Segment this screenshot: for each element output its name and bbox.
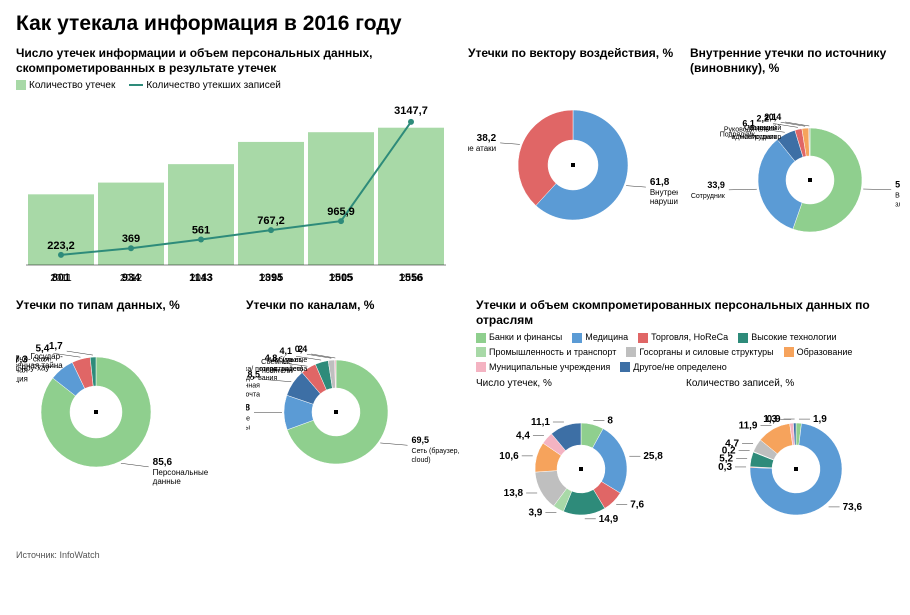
donut-types-chart: 85,6Персональныеданные7,3Платежнаяинформ… xyxy=(16,317,236,517)
svg-text:55,4: 55,4 xyxy=(895,180,900,190)
legend-line: Количество утекших записей xyxy=(129,80,281,91)
svg-text:4,7: 4,7 xyxy=(725,439,739,450)
donut-vector-section: Утечки по вектору воздействия, % 61,8Вну… xyxy=(468,46,678,292)
donut-internal-title: Внутренние утечки по источнику (виновник… xyxy=(690,46,900,76)
svg-text:223,2: 223,2 xyxy=(47,240,75,252)
svg-text:38,2: 38,2 xyxy=(477,133,497,144)
svg-text:Внутренний: Внутренний xyxy=(650,188,678,197)
svg-text:2012: 2012 xyxy=(120,273,143,284)
svg-text:Электронная: Электронная xyxy=(246,383,260,390)
svg-text:2016: 2016 xyxy=(400,273,423,284)
legend-item: Высокие технологии xyxy=(738,332,836,343)
svg-text:2011: 2011 xyxy=(50,273,72,284)
svg-text:0,4: 0,4 xyxy=(295,344,308,354)
svg-text:cloud): cloud) xyxy=(412,457,431,464)
donut-channels-section: Утечки по каналам, % 69,5 Сеть (браузер, c… xyxy=(246,298,466,546)
legend-item: Медицина xyxy=(572,332,628,343)
svg-text:нарушитель: нарушитель xyxy=(650,197,678,206)
svg-text:8: 8 xyxy=(607,416,613,427)
svg-text:Системный: Системный xyxy=(744,124,781,132)
svg-text:документы: документы xyxy=(246,425,250,432)
svg-text:Сеть (браузер,: Сеть (браузер, xyxy=(412,447,460,455)
donut-count-title: Число утечек, % xyxy=(476,378,676,389)
svg-text:965,9: 965,9 xyxy=(327,206,355,218)
svg-text:4,1: 4,1 xyxy=(279,346,292,356)
svg-text:данные: данные xyxy=(153,477,182,486)
industry-section: Утечки и объем скомпрометированных персо… xyxy=(476,298,894,546)
svg-text:3147,7: 3147,7 xyxy=(394,105,428,117)
source-line: Источник: InfoWatch xyxy=(16,550,894,560)
svg-text:1,9: 1,9 xyxy=(813,414,827,425)
donut-records-chart: 1,973,60,35,20,24,711,91,30,9 xyxy=(686,391,886,541)
bar-chart-title: Число утечек информации и объем персонал… xyxy=(16,46,456,76)
svg-text:1,7: 1,7 xyxy=(49,341,63,352)
svg-text:Внешние атаки: Внешние атаки xyxy=(468,144,496,153)
svg-text:администратор: администратор xyxy=(732,134,782,141)
svg-text:3,9: 3,9 xyxy=(528,508,542,519)
svg-text:устройства: устройства xyxy=(271,365,307,373)
donut-count-chart: 8 25,8 7,6 14,9 3,9 13,8 10,6 4,411,1 xyxy=(476,391,676,541)
legend-item: Другое/не определено xyxy=(620,362,726,373)
legend-item: Промышленность и транспорт xyxy=(476,347,616,358)
svg-text:Персональные: Персональные xyxy=(153,468,209,477)
donut-vector-title: Утечки по вектору воздействия, % xyxy=(468,46,678,61)
svg-text:61,8: 61,8 xyxy=(650,177,670,188)
page-title: Как утекала информация в 2016 году xyxy=(16,12,894,36)
industry-title: Утечки и объем скомпрометированных персо… xyxy=(476,298,894,328)
legend-item: Торговля, HoReCa xyxy=(638,332,728,343)
svg-text:561: 561 xyxy=(192,225,210,237)
svg-text:2014: 2014 xyxy=(260,273,283,284)
bar-chart-section: Число утечек информации и объем персонал… xyxy=(16,46,456,292)
donut-types-title: Утечки по типам данных, % xyxy=(16,298,236,313)
donut-internal-section: Внутренние утечки по источнику (виновник… xyxy=(690,46,900,292)
svg-text:69,5: 69,5 xyxy=(412,435,430,445)
svg-text:Сотрудник: Сотрудник xyxy=(691,193,726,200)
svg-text:73,6: 73,6 xyxy=(843,502,863,513)
svg-text:11,1: 11,1 xyxy=(531,417,550,428)
svg-text:85,6: 85,6 xyxy=(153,457,173,468)
svg-text:0,9: 0,9 xyxy=(767,414,781,425)
industry-legend: Банки и финансы Медицина Торговля, HoReCa В… xyxy=(476,332,894,372)
donut-channels-chart: 69,5 Сеть (браузер, cloud) 10,8 Бумажные доку… xyxy=(246,317,466,517)
svg-text:почта: почта xyxy=(246,392,260,399)
bar-chart: 8019341143139515051556223,2369561767,296… xyxy=(16,97,456,287)
svg-text:25,8: 25,8 xyxy=(643,452,663,463)
legend-bars: Количество утечек xyxy=(16,80,115,91)
donut-channels-title: Утечки по каналам, % xyxy=(246,298,466,313)
legend-item: Банки и финансы xyxy=(476,332,562,343)
svg-text:2015: 2015 xyxy=(330,273,353,284)
legend-item: Муниципальные учреждения xyxy=(476,362,610,373)
svg-text:злоумышленник: злоумышленник xyxy=(895,202,900,209)
donut-types-section: Утечки по типам данных, % 85,6Персональн… xyxy=(16,298,236,546)
svg-text:767,2: 767,2 xyxy=(257,215,285,227)
svg-text:Государ-: Государ- xyxy=(31,352,64,361)
svg-text:11,9: 11,9 xyxy=(739,421,758,432)
svg-text:Внешний: Внешний xyxy=(895,192,900,200)
donut-records-title: Количество записей, % xyxy=(686,378,886,389)
legend-item: Образование xyxy=(784,347,853,358)
svg-text:13,8: 13,8 xyxy=(504,488,524,499)
svg-text:ственная тайна: ственная тайна xyxy=(16,361,63,370)
legend-item: Госорганы и силовые структуры xyxy=(626,347,773,358)
svg-text:10,6: 10,6 xyxy=(499,451,519,462)
donut-internal-chart: 55,4Внешнийзлоумышленник33,9Сотрудник6,1… xyxy=(690,80,900,260)
svg-text:4,4: 4,4 xyxy=(516,431,530,442)
svg-text:33,9: 33,9 xyxy=(707,180,725,190)
svg-text:информация: информация xyxy=(16,374,28,383)
svg-text:Бумажные: Бумажные xyxy=(246,416,250,423)
svg-text:0,4: 0,4 xyxy=(769,112,782,122)
svg-text:Мобильные: Мобильные xyxy=(269,356,307,364)
donut-vector-chart: 61,8Внутреннийнарушитель 38,2Внешние атак… xyxy=(468,65,678,245)
svg-text:2013: 2013 xyxy=(190,273,213,284)
svg-text:14,9: 14,9 xyxy=(599,514,619,525)
svg-text:10,8: 10,8 xyxy=(246,403,250,413)
svg-text:369: 369 xyxy=(122,233,140,245)
svg-text:7,6: 7,6 xyxy=(630,500,644,511)
